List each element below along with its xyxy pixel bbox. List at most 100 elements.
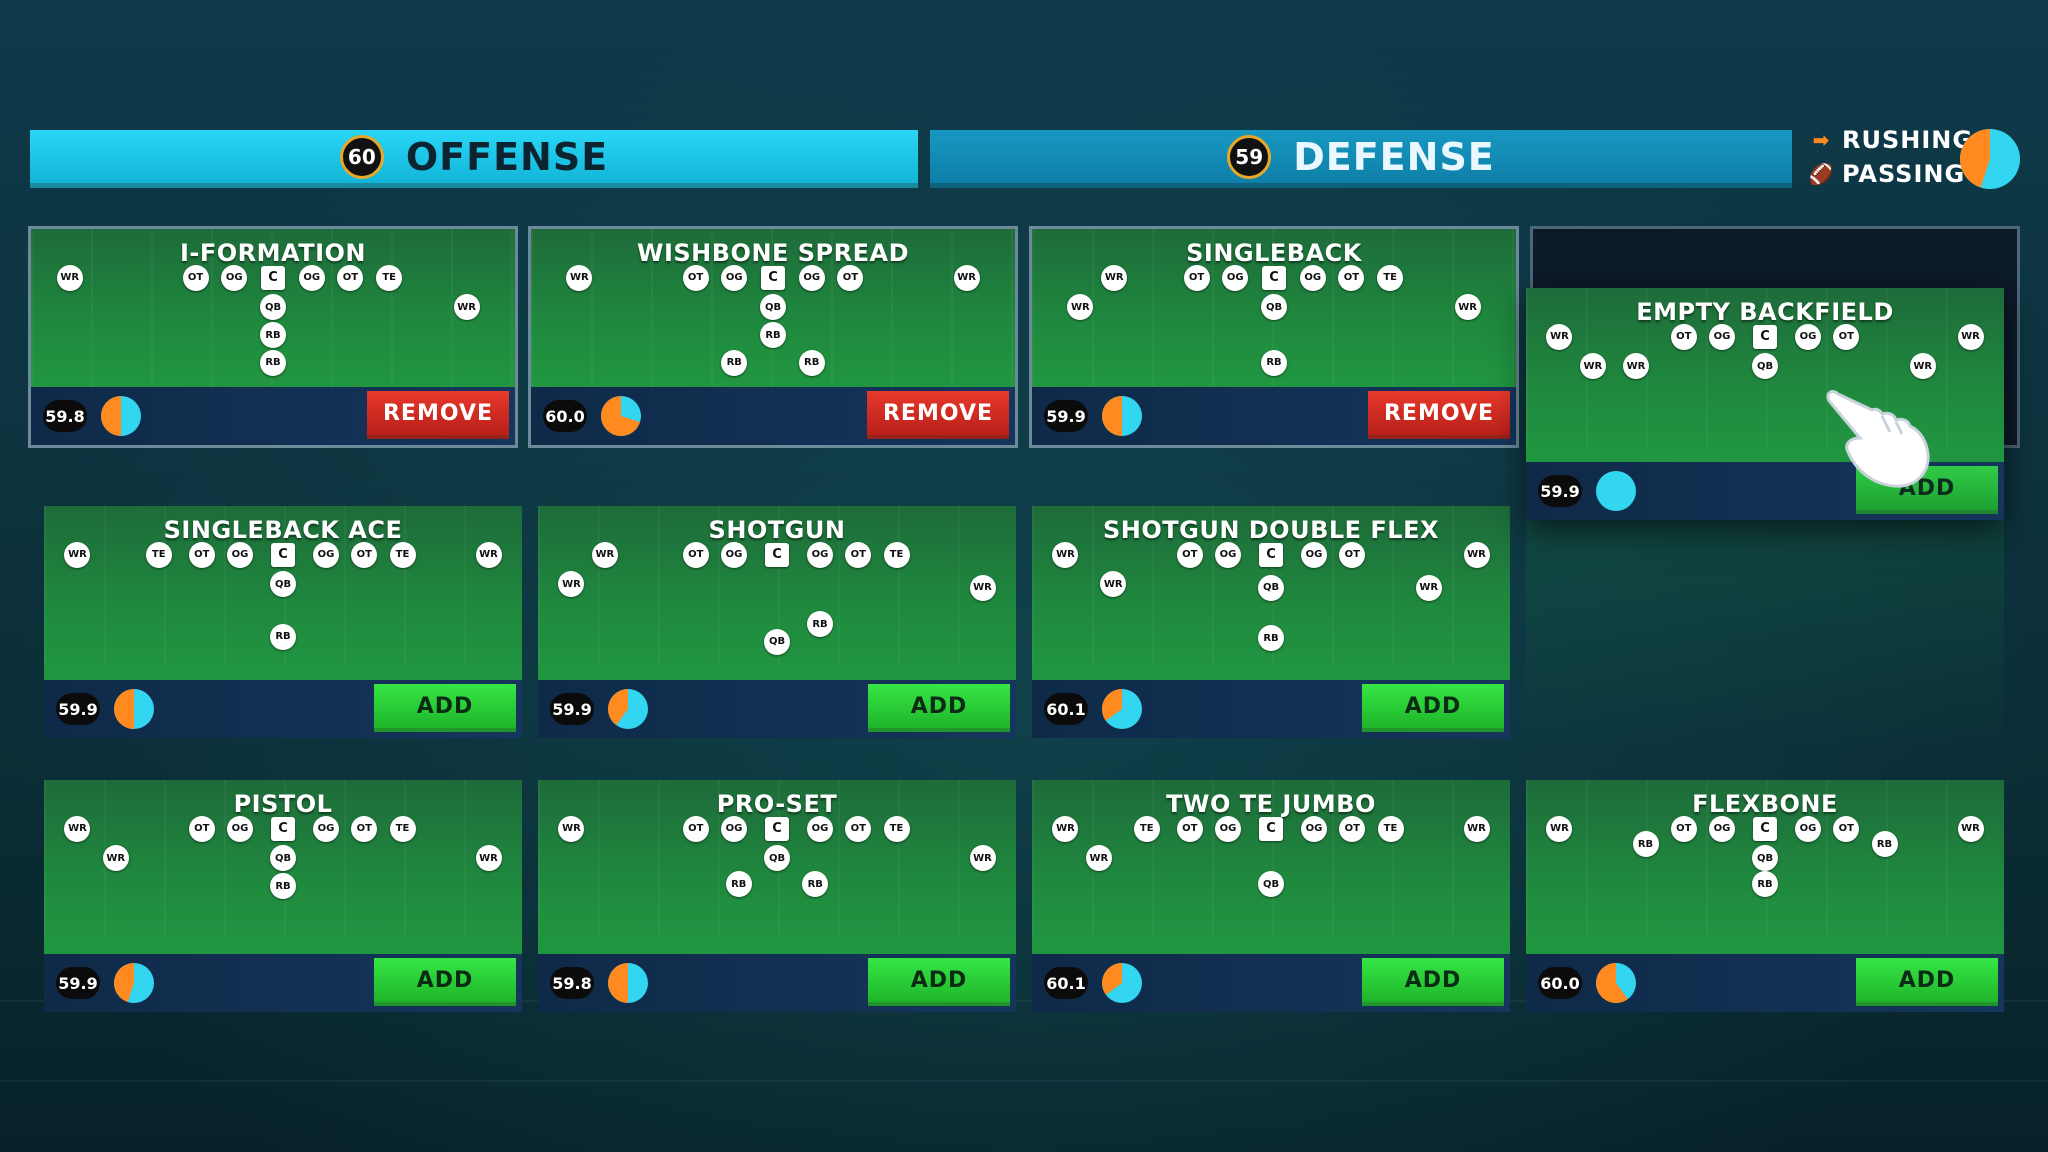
player-marker-c: C — [261, 265, 285, 290]
formation-card-pistol[interactable]: PISTOL WR WR OT OG C OG OT TE WR QB RB 59.9 ADD — [44, 780, 522, 1012]
formation-rating: 59.9 — [550, 693, 594, 725]
player-marker-qb: QB — [1258, 871, 1284, 898]
player-marker-c: C — [765, 816, 789, 841]
player-marker-wr: WR — [1622, 353, 1649, 380]
player-marker-wr: WR — [1546, 815, 1573, 842]
formation-card-empty-backfield[interactable]: EMPTY BACKFIELD WR WR WR OT OG C OG OT WR WR QB 59.9… — [1526, 288, 2004, 520]
formation-card-flexbone[interactable]: FLEXBONE WR RB OT OG C OG OT RB WR QB RB 60.0 ADD — [1526, 780, 2004, 1012]
formation-card-wishbone-spread[interactable]: WISHBONE SPREAD WR OT OG C OG OT WR QB RB RB RB 60.0… — [528, 226, 1018, 448]
player-marker-rb: RB — [260, 349, 286, 376]
player-marker-te: TE — [389, 815, 416, 842]
rushing-slice — [1102, 689, 1122, 721]
player-marker-og: OG — [1795, 323, 1822, 350]
add-button[interactable]: ADD — [374, 684, 516, 732]
player-marker-wr: WR — [1100, 571, 1127, 598]
player-marker-wr: WR — [1579, 353, 1606, 380]
player-marker-rb: RB — [802, 871, 829, 898]
formation-title: WISHBONE SPREAD — [636, 239, 910, 267]
formation-title: PRO-SET — [716, 790, 838, 818]
formation-title: SHOTGUN DOUBLE FLEX — [1102, 516, 1439, 544]
player-marker-wr: WR — [969, 845, 996, 872]
player-marker-ot: OT — [845, 815, 872, 842]
remove-button[interactable]: REMOVE — [367, 391, 509, 439]
player-marker-og: OG — [1708, 323, 1735, 350]
rushing-slice — [114, 689, 134, 729]
player-marker-te: TE — [1377, 264, 1404, 291]
formation-card-i-formation[interactable]: I-FORMATION WR OT OG C OG OT TE WR QB RB RB 59.8 REMO… — [28, 226, 518, 448]
player-marker-ot: OT — [188, 815, 215, 842]
player-marker-wr: WR — [1085, 845, 1112, 872]
player-marker-wr: WR — [1052, 815, 1079, 842]
player-marker-og: OG — [226, 815, 253, 842]
rushing-slice — [1960, 129, 1990, 188]
remove-button[interactable]: REMOVE — [1368, 391, 1510, 439]
formation-rating: 59.9 — [1538, 475, 1582, 507]
player-marker-te: TE — [1377, 815, 1404, 842]
player-marker-rb: RB — [270, 623, 296, 650]
player-marker-te: TE — [389, 541, 416, 568]
player-marker-qb: QB — [760, 294, 786, 321]
legend-rushing-label: RUSHING — [1842, 126, 1974, 154]
player-marker-ot: OT — [188, 541, 215, 568]
formation-rating: 60.1 — [1044, 693, 1088, 725]
formation-title: PISTOL — [233, 790, 333, 818]
add-button[interactable]: ADD — [1362, 958, 1504, 1006]
formation-title: EMPTY BACKFIELD — [1636, 298, 1894, 326]
formation-card-shotgun[interactable]: SHOTGUN WR WR OT OG C OG OT TE WR QB RB 59.9 ADD — [538, 506, 1016, 738]
player-marker-og: OG — [807, 815, 834, 842]
player-marker-rb: RB — [1258, 625, 1284, 652]
player-marker-og: OG — [1222, 264, 1249, 291]
rushing-slice — [1596, 963, 1628, 1003]
player-marker-ot: OT — [1183, 264, 1210, 291]
player-marker-wr: WR — [1463, 815, 1490, 842]
tab-offense[interactable]: 60 OFFENSE — [30, 130, 918, 188]
add-button[interactable]: ADD — [868, 958, 1010, 1006]
player-marker-te: TE — [376, 264, 403, 291]
run-pass-pie — [1596, 963, 1636, 1003]
formation-title: FLEXBONE — [1692, 790, 1838, 818]
formation-rating: 60.0 — [543, 400, 587, 432]
legend-pie-chart — [1960, 129, 2020, 189]
defense-rating-badge: 59 — [1227, 134, 1272, 179]
rushing-slice — [1102, 396, 1122, 436]
player-marker-ot: OT — [1833, 815, 1860, 842]
formation-card-shotgun-double-flex[interactable]: SHOTGUN DOUBLE FLEX WR WR OT OG C OG OT WR WR QB RB… — [1032, 506, 1510, 738]
player-marker-rb: RB — [760, 322, 786, 349]
player-marker-wr: WR — [1957, 815, 1984, 842]
player-marker-wr: WR — [475, 845, 502, 872]
formation-card-singleback[interactable]: SINGLEBACK WR WR OT OG C OG OT TE WR QB RB 59.9 REMOV… — [1029, 226, 1519, 448]
player-marker-ot: OT — [1339, 815, 1366, 842]
player-marker-og: OG — [313, 815, 340, 842]
player-marker-rb: RB — [1261, 349, 1287, 376]
player-marker-qb: QB — [270, 571, 296, 598]
add-button[interactable]: ADD — [1856, 958, 1998, 1006]
player-marker-og: OG — [1299, 264, 1326, 291]
formation-card-two-te-jumbo[interactable]: TWO TE JUMBO WR WR TE OT OG C OG OT TE WR QB 60.1 ADD — [1032, 780, 1510, 1012]
player-marker-wr: WR — [102, 845, 129, 872]
player-marker-ot: OT — [682, 815, 709, 842]
player-marker-qb: QB — [1752, 353, 1778, 380]
player-marker-wr: WR — [56, 264, 83, 291]
player-marker-wr: WR — [591, 541, 618, 568]
player-marker-og: OG — [1214, 541, 1241, 568]
player-marker-og: OG — [1795, 815, 1822, 842]
player-marker-te: TE — [145, 541, 172, 568]
player-marker-ot: OT — [351, 541, 378, 568]
player-marker-rb: RB — [1752, 871, 1778, 898]
player-marker-rb: RB — [270, 873, 296, 900]
player-marker-wr: WR — [1101, 264, 1128, 291]
formation-card-pro-set[interactable]: PRO-SET WR OT OG C OG OT TE WR QB RB RB 59.8 ADD — [538, 780, 1016, 1012]
formation-footer: 59.8 ADD — [538, 954, 1016, 1012]
formation-card-singleback-ace[interactable]: SINGLEBACK ACE WR TE OT OG C OG OT TE WR QB RB 59.9 A… — [44, 506, 522, 738]
add-button[interactable]: ADD — [374, 958, 516, 1006]
player-marker-og: OG — [298, 264, 325, 291]
remove-button[interactable]: REMOVE — [867, 391, 1009, 439]
add-button[interactable]: ADD — [868, 684, 1010, 732]
player-marker-og: OG — [721, 264, 748, 291]
tab-defense[interactable]: 59 DEFENSE — [930, 130, 1792, 188]
formation-footer: 60.1 ADD — [1032, 954, 1510, 1012]
player-marker-ot: OT — [1339, 541, 1366, 568]
add-button[interactable]: ADD — [1362, 684, 1504, 732]
rushing-arrow-icon: ➡ — [1812, 128, 1830, 152]
formation-footer: 60.0 ADD — [1526, 954, 2004, 1012]
